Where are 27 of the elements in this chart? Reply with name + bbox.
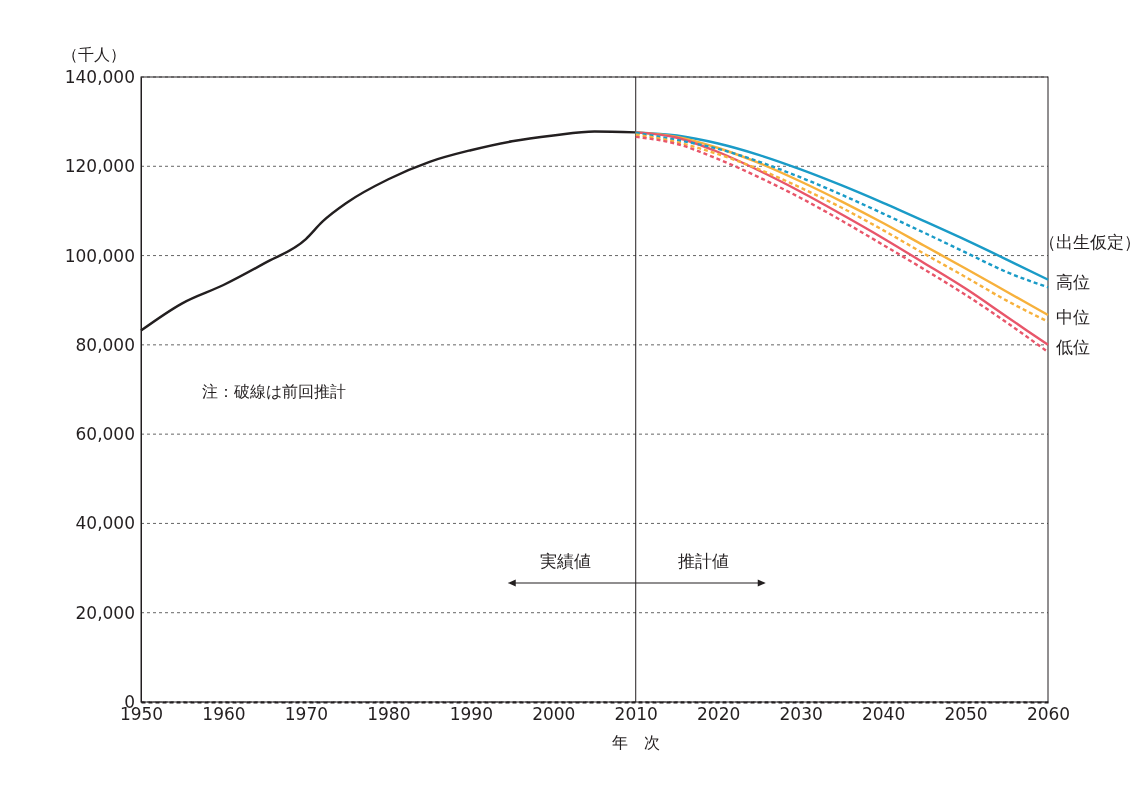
y-tick-label: 40,000 <box>75 513 135 534</box>
x-tick-label: 1990 <box>449 704 493 725</box>
x-tick-label: 2050 <box>944 704 988 725</box>
x-tick-label: 1980 <box>367 704 411 725</box>
annotation: 推計値 <box>678 551 730 571</box>
x-tick-label: 1970 <box>284 704 329 725</box>
x-tick-label: 2030 <box>779 704 823 725</box>
annotation: 注：破線は前回推計 <box>202 382 346 401</box>
legend-title: （出生仮定） <box>1039 231 1141 252</box>
annotation: 実績値 <box>540 551 592 571</box>
y-tick-label: 20,000 <box>75 602 135 623</box>
x-tick-label: 1960 <box>202 704 246 725</box>
series-label: 中位 <box>1056 306 1090 327</box>
y-tick-label: 140,000 <box>64 66 135 87</box>
y-tick-label: 100,000 <box>64 245 135 266</box>
y-tick-label: 120,000 <box>64 156 135 177</box>
y-tick-label: 80,000 <box>75 334 135 355</box>
x-tick-label: 2000 <box>532 704 576 725</box>
y-axis-title: （千人） <box>62 45 126 64</box>
series-label: 低位 <box>1056 336 1090 357</box>
x-tick-label: 2060 <box>1026 704 1071 725</box>
y-tick-label: 60,000 <box>75 424 135 445</box>
x-tick-label: 2010 <box>614 704 658 725</box>
x-axis-title: 年 次 <box>611 733 660 752</box>
series-label: 高位 <box>1056 271 1090 292</box>
x-tick-label: 2020 <box>697 704 741 725</box>
x-tick-label: 2040 <box>861 704 906 725</box>
